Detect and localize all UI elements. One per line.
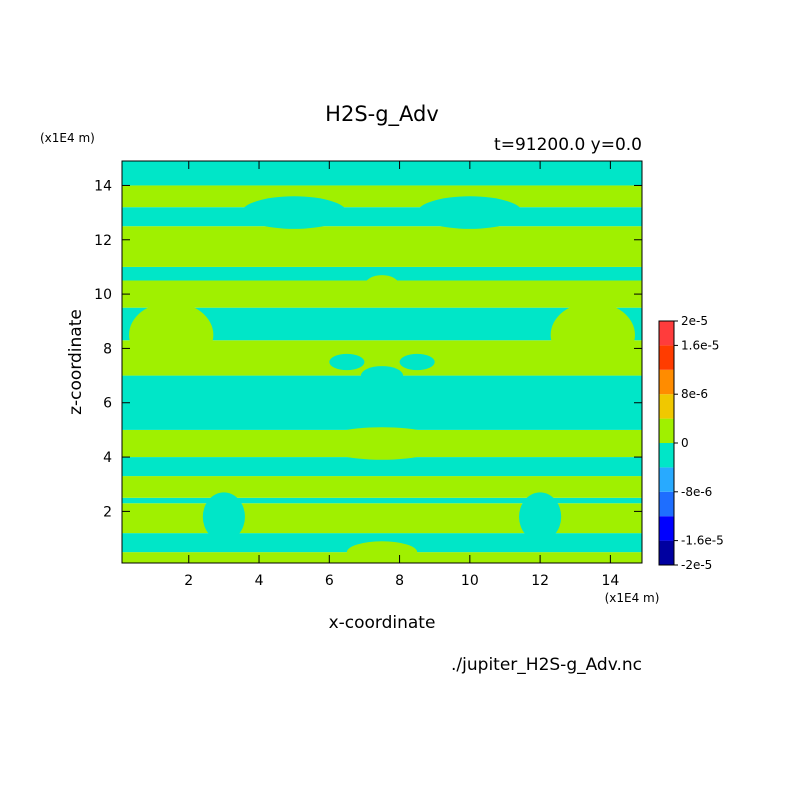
y-tick-label: 14 <box>94 178 112 194</box>
colorbar-tick-label: 0 <box>681 436 689 450</box>
field-blob <box>519 492 562 542</box>
colorbar-segment <box>659 394 674 419</box>
x-axis-unit: (x1E4 m) <box>605 591 660 605</box>
plot-frame <box>121 160 643 564</box>
field-band <box>122 503 642 534</box>
field-band <box>122 476 642 498</box>
y-axis-label: z-coordinate <box>66 309 86 415</box>
x-tick-label: 2 <box>184 573 193 589</box>
field-band <box>122 161 642 186</box>
field-band <box>122 266 642 281</box>
field-blob <box>346 541 418 563</box>
field-blob <box>364 275 400 297</box>
y-tick-label: 6 <box>103 396 112 412</box>
field-blob <box>318 427 446 460</box>
field-blob <box>550 302 635 368</box>
colorbar-segment <box>659 369 674 395</box>
field-blob <box>241 196 347 229</box>
x-axis: 2 4 6 8 10 12 14 <box>184 161 619 589</box>
colorbar-tick-label: -2e-5 <box>681 558 712 572</box>
colorbar-tick-label: 8e-6 <box>681 387 708 401</box>
field-band <box>122 207 642 227</box>
y-tick-label: 12 <box>94 233 112 249</box>
chart-subtitle: t=91200.0 y=0.0 <box>494 135 642 155</box>
colorbar-segment <box>659 345 674 370</box>
y-tick-label: 4 <box>103 450 112 466</box>
field-band <box>122 185 642 208</box>
x-tick-label: 12 <box>531 573 549 589</box>
chart-title: H2S-g_Adv <box>325 102 439 127</box>
y-tick-label: 10 <box>94 287 112 303</box>
y-axis-unit: (x1E4 m) <box>40 131 95 145</box>
field-blob <box>202 492 245 542</box>
y-tick-label: 2 <box>103 504 112 520</box>
colorbar-segment <box>659 491 674 517</box>
field-blob <box>417 196 523 229</box>
x-axis-label: x-coordinate <box>329 613 436 633</box>
colorbar-tick-label: -1.6e-5 <box>681 534 724 548</box>
field-blob <box>360 366 404 386</box>
field-blob <box>329 353 365 371</box>
x-tick-label: 6 <box>325 573 334 589</box>
colorbar-tick-label: -8e-6 <box>681 485 712 499</box>
field-band <box>122 497 642 504</box>
colorbar: 2e-5 1.6e-5 8e-6 0 -8e-6 -1.6e-5 -2e-5 <box>658 314 724 572</box>
x-tick-label: 8 <box>395 573 404 589</box>
y-tick-label: 8 <box>103 341 112 357</box>
x-tick-label: 14 <box>601 573 619 589</box>
x-tick-label: 4 <box>255 573 264 589</box>
field-blob <box>129 302 214 368</box>
y-axis: 2 4 6 8 10 12 14 <box>94 178 642 520</box>
colorbar-tick-label: 2e-5 <box>681 314 708 328</box>
colorbar-segment <box>659 516 674 541</box>
field-band <box>122 226 642 267</box>
field-band <box>122 457 642 477</box>
colorbar-segment <box>659 443 674 468</box>
colorbar-tick-label: 1.6e-5 <box>681 338 719 352</box>
colorbar-segment <box>659 467 674 492</box>
field-blob <box>399 353 435 371</box>
colorbar-segment <box>659 540 674 565</box>
heatmap-field <box>122 161 642 563</box>
x-tick-label: 10 <box>461 573 479 589</box>
colorbar-segment <box>659 418 674 443</box>
source-file-label: ./jupiter_H2S-g_Adv.nc <box>451 655 642 675</box>
colorbar-segment <box>659 321 674 346</box>
